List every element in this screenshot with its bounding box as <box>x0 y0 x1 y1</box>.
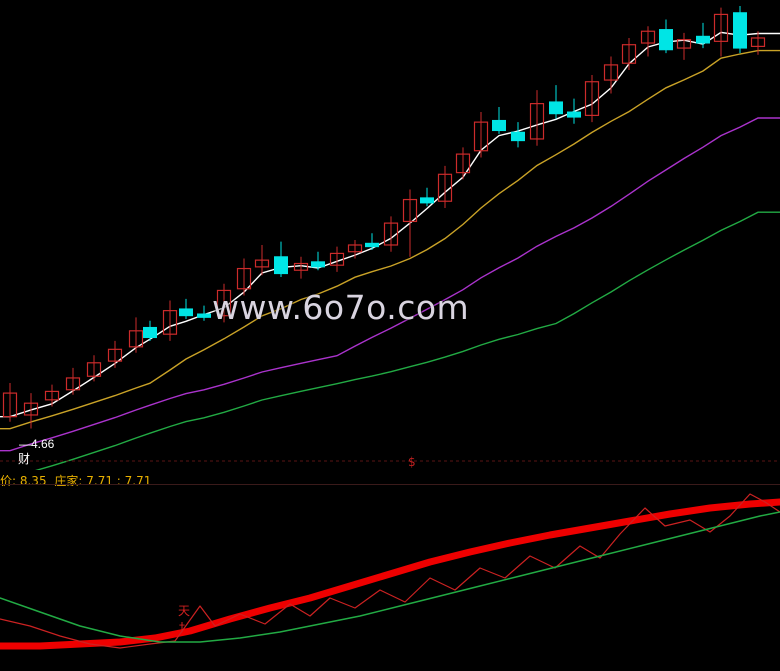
indicator-pane[interactable]: 天 † <box>0 486 780 671</box>
price-axis-label: —4.66 <box>19 437 54 451</box>
sub-mark-top: 天 <box>178 604 191 618</box>
price-chart-pane[interactable]: www.6o7o.com —4.66 财 $ <box>0 0 780 470</box>
price-axis-tick-dash: — <box>19 437 31 451</box>
sub-mark-bottom: † <box>179 620 185 634</box>
pane-divider <box>0 484 780 485</box>
cn-corner-mark: 财 <box>18 452 31 466</box>
price-axis-tick-value: 4.66 <box>31 437 55 451</box>
center-signal-mark: $ <box>408 455 416 469</box>
price-chart-svg <box>0 6 780 470</box>
watermark-text: www.6o7o.com <box>212 288 470 327</box>
indicator-svg <box>0 493 780 650</box>
